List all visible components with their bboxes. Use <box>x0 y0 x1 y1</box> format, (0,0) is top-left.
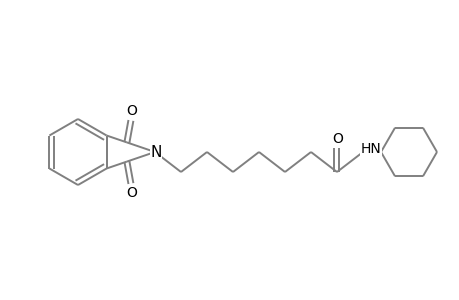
Text: O: O <box>126 104 137 118</box>
Text: O: O <box>332 132 343 146</box>
Text: N: N <box>150 145 161 160</box>
Text: O: O <box>126 186 137 200</box>
Text: HN: HN <box>360 142 381 156</box>
